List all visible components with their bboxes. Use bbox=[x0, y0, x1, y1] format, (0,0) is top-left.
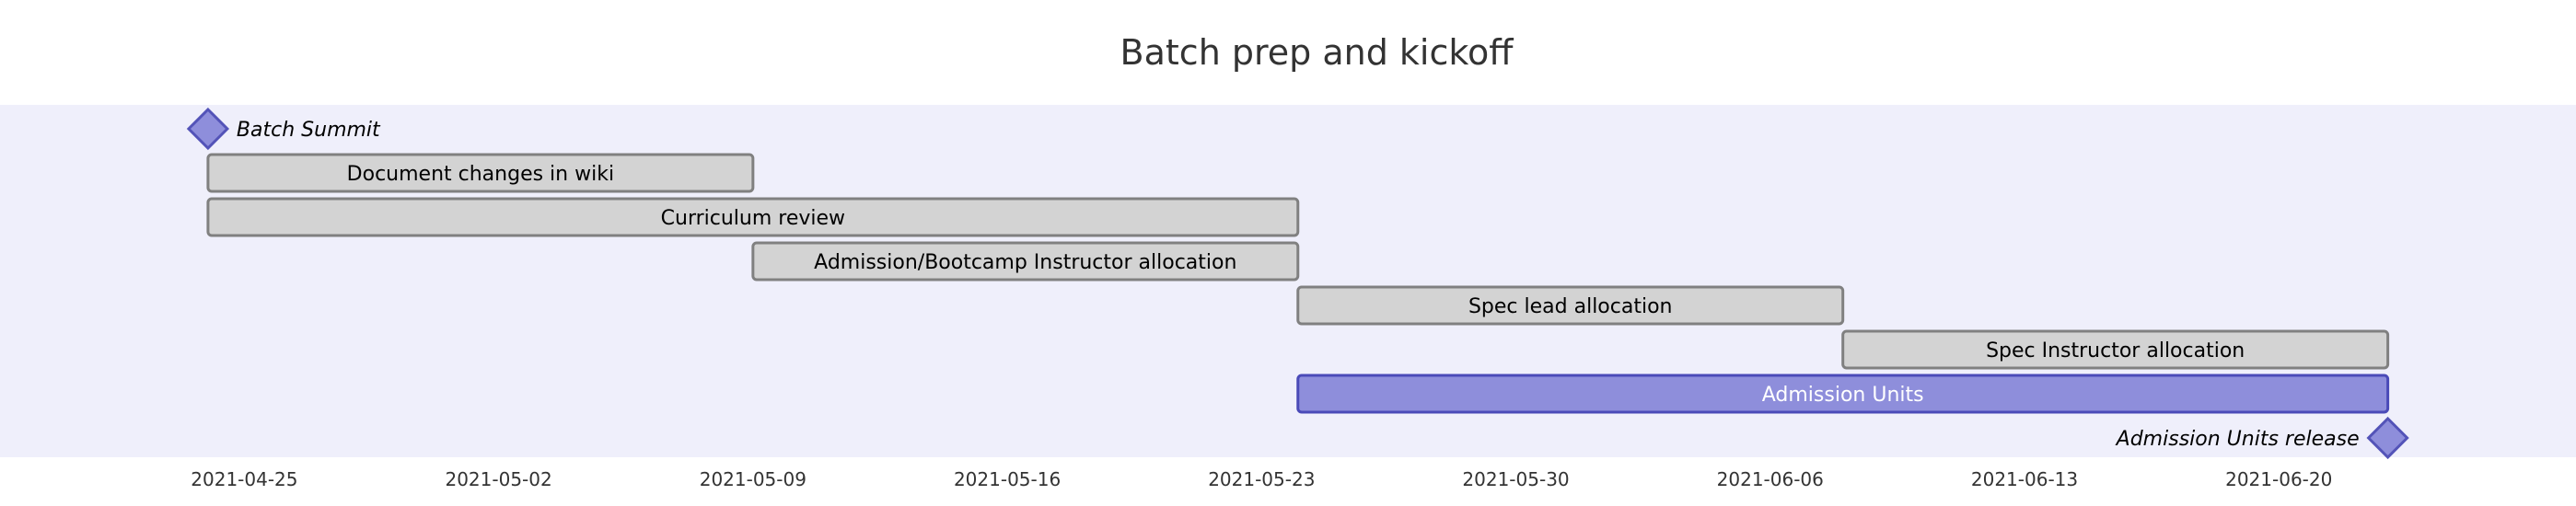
task-bar bbox=[751, 241, 1300, 282]
milestone-label: Batch Summit bbox=[237, 119, 381, 142]
task-label: Admission/Bootcamp Instructor allocation bbox=[814, 251, 1236, 274]
task-bar bbox=[1296, 285, 1845, 326]
task-label: Curriculum review bbox=[661, 207, 845, 230]
milestone-marker bbox=[2366, 416, 2409, 460]
x-tick-label: 2021-05-30 bbox=[1462, 468, 1569, 490]
x-tick-label: 2021-04-25 bbox=[191, 468, 297, 490]
task-bar bbox=[206, 153, 755, 193]
x-axis: 2021-04-25 2021-05-02 2021-05-09 2021-05-16… bbox=[191, 468, 2332, 490]
x-tick-label: 2021-06-13 bbox=[1971, 468, 2078, 490]
x-tick-label: 2021-05-02 bbox=[445, 468, 551, 490]
chart-title: Batch prep and kickoff bbox=[1120, 32, 1514, 73]
task-label: Spec Instructor allocation bbox=[1986, 339, 2245, 362]
x-tick-label: 2021-05-23 bbox=[1208, 468, 1315, 490]
milestone-marker bbox=[186, 107, 230, 151]
milestone-label: Admission Units release bbox=[2115, 428, 2360, 451]
task-bar bbox=[1296, 374, 2390, 414]
task-bar bbox=[1841, 329, 2390, 370]
task-bars: Batch Summit Document changes in wiki Curr… bbox=[186, 107, 2409, 460]
task-label: Document changes in wiki bbox=[347, 163, 614, 186]
x-tick-label: 2021-05-16 bbox=[954, 468, 1061, 490]
x-tick-label: 2021-06-20 bbox=[2225, 468, 2332, 490]
x-tick-label: 2021-05-09 bbox=[700, 468, 806, 490]
x-tick-label: 2021-06-06 bbox=[1717, 468, 1824, 490]
task-bar bbox=[206, 197, 1300, 237]
task-label: Spec lead allocation bbox=[1468, 295, 1673, 318]
task-label: Admission Units bbox=[1762, 384, 1924, 407]
